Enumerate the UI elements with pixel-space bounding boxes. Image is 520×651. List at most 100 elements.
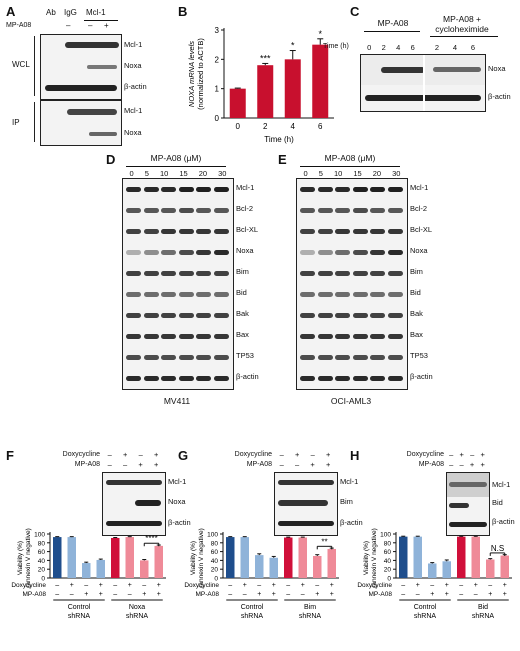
panel-label-d: D [106, 152, 116, 167]
blot-row [123, 179, 233, 201]
dox-sign: – [228, 582, 232, 589]
blot-row [297, 242, 407, 264]
c-header-right-underline [430, 36, 498, 37]
blot-band [317, 334, 333, 339]
blot-band [335, 376, 351, 381]
f-blot [102, 472, 166, 536]
blot-band [143, 313, 159, 318]
blot-band [300, 187, 315, 192]
blot-band [178, 229, 194, 234]
blot-band [178, 376, 194, 381]
blot-band [178, 271, 194, 276]
blot-band [143, 376, 159, 381]
ip-bracket [34, 102, 35, 142]
y-axis-label-2: (annexin V negative) [25, 528, 32, 588]
sign: – [123, 460, 128, 469]
y-tick-label: 0 [387, 576, 391, 583]
sign: + [480, 460, 485, 469]
blot-band [370, 313, 386, 318]
blot-band [126, 229, 141, 234]
e-lane: 20 [372, 169, 382, 178]
e-row: Bim [410, 267, 423, 276]
blot-band [196, 187, 212, 192]
e-lane: 5 [318, 169, 323, 178]
dox-sign: – [84, 582, 88, 589]
d-lane: 30 [218, 169, 227, 178]
blot-row [123, 368, 233, 389]
e-row: Bcl-2 [410, 204, 428, 213]
blot-band [214, 271, 229, 276]
c-time-label: Time (h) [323, 43, 349, 50]
y-tick-label: 80 [384, 540, 392, 547]
blot-row [123, 305, 233, 327]
blot-row [297, 284, 407, 306]
mp-sign: – [474, 591, 478, 598]
e-row: Bak [410, 309, 423, 318]
blot-band [388, 292, 403, 297]
sign: – [138, 450, 143, 459]
blot-band [370, 208, 386, 213]
blot-band [214, 208, 229, 213]
bar [226, 537, 235, 578]
y-tick-label: 80 [211, 540, 219, 547]
sign: + [154, 460, 159, 469]
d-row: β-actin [236, 372, 259, 381]
blot-band [388, 376, 403, 381]
blot-band [161, 355, 177, 360]
h-dox-label: Doxycycline [406, 451, 444, 458]
mp-sign: + [315, 591, 319, 598]
blot-band [317, 208, 333, 213]
mcl1-header-underline [84, 20, 118, 21]
blot-band [178, 208, 194, 213]
dox-sign: + [99, 582, 103, 589]
blot-band [196, 334, 212, 339]
e-header-underline [300, 166, 400, 167]
dox-sign: – [257, 582, 261, 589]
blot-band [370, 250, 386, 255]
x-axis-label: Time (h) [264, 135, 294, 144]
c-lane: 4 [396, 43, 401, 52]
bar [53, 537, 62, 578]
blot-band [335, 292, 351, 297]
g-row: β-actin [340, 518, 363, 527]
blot-band [370, 229, 386, 234]
wcl-label: WCL [12, 60, 30, 69]
dox-sign: + [503, 582, 507, 589]
ip-row-noxa: Noxa [124, 128, 142, 137]
igg-label: IgG [64, 8, 77, 17]
mp-row-label: MP-A08 [23, 591, 47, 598]
bar [442, 561, 451, 578]
blot-band [300, 208, 315, 213]
blot-band [178, 334, 194, 339]
e-row: Bcl-XL [410, 225, 433, 234]
mp-sign: – [128, 591, 132, 598]
d-lane: 0 [129, 169, 134, 178]
y-tick-label: 40 [211, 558, 219, 565]
y-tick-label: 3 [215, 26, 220, 35]
wcl-row-actin: β-actin [124, 82, 147, 91]
blot-band [178, 250, 194, 255]
dox-row-label: Doxycycline [184, 582, 219, 589]
mp-row-label: MP-A08 [196, 591, 220, 598]
group-label: shRNA [299, 613, 322, 620]
blot-band [335, 208, 351, 213]
bar [298, 537, 307, 578]
dox-sign: + [445, 582, 449, 589]
significance-label: N.S [491, 544, 504, 553]
y-axis-label-2: (annexin V negative) [371, 528, 378, 588]
panel-label-h: H [350, 448, 360, 463]
blot-band [126, 355, 141, 360]
blot-band [388, 250, 403, 255]
mp-sign: – [401, 591, 405, 598]
d-lane: 10 [159, 169, 169, 178]
lane-sign-1: – [66, 21, 71, 30]
group-label: Bim [304, 604, 316, 611]
blot-band [143, 250, 159, 255]
group-label: shRNA [241, 613, 264, 620]
significance-label: ** [321, 537, 327, 546]
e-blot-stack [296, 178, 408, 390]
ip-blot [40, 100, 122, 146]
panel-label-e: E [278, 152, 287, 167]
blot-band [161, 250, 177, 255]
blot-band [317, 229, 333, 234]
